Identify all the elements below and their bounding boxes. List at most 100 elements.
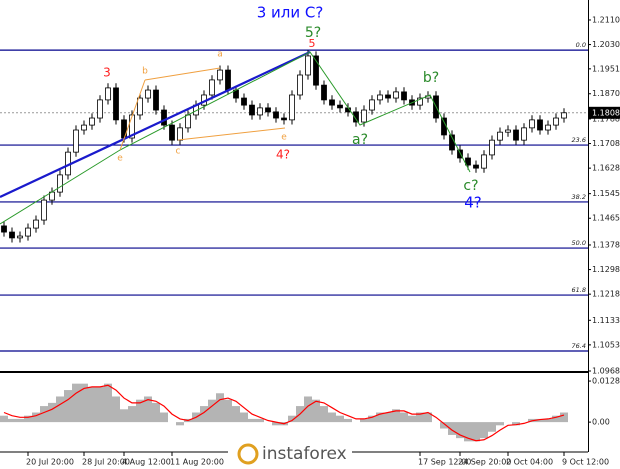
indicator-y-tick-label: 0.01281 xyxy=(592,377,620,386)
candle-body xyxy=(489,139,495,156)
histogram-bar xyxy=(400,412,408,423)
fibonacci-levels: 0.0 23.6 38.2 50.0 61.8 76.4 xyxy=(0,41,588,352)
y-tick-label: 1.1053 xyxy=(592,340,620,349)
histogram-bar xyxy=(152,402,160,423)
candle-body xyxy=(417,97,423,106)
histogram-bar xyxy=(368,415,376,423)
y-tick-label: 1.1870 xyxy=(592,89,620,98)
candle-body xyxy=(97,99,103,119)
histogram-bar xyxy=(360,418,368,423)
y-tick-label: 1.1951 xyxy=(592,64,620,73)
x-tick-label: 9 Oct 12:00 xyxy=(562,458,609,467)
candles xyxy=(1,50,567,243)
candle-body xyxy=(537,119,543,131)
y-tick-label: 1.1133 xyxy=(592,316,620,325)
candle-body xyxy=(89,117,95,126)
candle-body xyxy=(441,117,447,136)
candle-body xyxy=(553,117,559,126)
candle-body xyxy=(169,124,175,141)
histogram-bar xyxy=(392,409,400,423)
histogram-bar xyxy=(240,412,248,423)
histogram-bar xyxy=(48,402,56,423)
y-tick-label: 1.1298 xyxy=(592,265,620,274)
candle-body xyxy=(457,149,463,159)
watermark-text: instaforex xyxy=(262,444,347,464)
fib-label: 61.8 xyxy=(572,286,586,294)
histogram-bar xyxy=(208,399,216,423)
last-price-label: 1.1808 xyxy=(592,108,620,117)
candle-body xyxy=(57,174,63,193)
wave-label: b? xyxy=(423,70,439,86)
candle-body xyxy=(9,231,15,239)
candle-body xyxy=(137,97,143,116)
histogram-bar xyxy=(376,412,384,423)
histogram-bar xyxy=(160,412,168,423)
channel-line xyxy=(144,67,221,81)
histogram-bar xyxy=(176,422,184,426)
candle-body xyxy=(401,91,407,101)
wave-label: a xyxy=(217,50,223,60)
y-tick-label: 1.1788 xyxy=(592,114,620,123)
y-tick-label: 1.1628 xyxy=(592,164,620,173)
candle-body xyxy=(289,94,295,121)
histogram-bar xyxy=(72,383,80,423)
candle-body xyxy=(273,111,279,119)
histogram-bar xyxy=(272,422,280,426)
candle-body xyxy=(241,97,247,106)
wave-line xyxy=(0,51,471,225)
y-tick-label: 1.1378 xyxy=(592,240,620,249)
candle-body xyxy=(281,117,287,121)
histogram-bar xyxy=(448,422,456,435)
histogram-bar xyxy=(536,418,544,423)
candle-body xyxy=(297,74,303,96)
watermark-box: instaforex xyxy=(228,438,352,469)
histogram-bar xyxy=(488,422,496,432)
y-tick-label: 1.1545 xyxy=(592,189,620,198)
watermark-logo xyxy=(237,443,259,465)
histogram-bar xyxy=(320,406,328,423)
histogram-bar xyxy=(112,396,120,423)
histogram-bar xyxy=(416,412,424,423)
candle-body xyxy=(361,109,367,123)
candle-body xyxy=(393,91,399,99)
histogram-bar xyxy=(256,418,264,423)
x-tick-label: 4 Aug 12:00 xyxy=(122,458,171,467)
candle-body xyxy=(369,99,375,111)
histogram-bar xyxy=(128,406,136,423)
candle-body xyxy=(561,112,567,119)
indicator-panel xyxy=(0,383,568,442)
histogram-bar xyxy=(408,415,416,423)
wave-label: 4? xyxy=(464,194,482,212)
histogram-bar xyxy=(472,422,480,442)
x-tick-label: 24 Sep 20:00 xyxy=(458,458,511,467)
histogram-bar xyxy=(80,383,88,423)
candle-body xyxy=(377,94,383,101)
histogram-bar xyxy=(24,415,32,423)
histogram-bar xyxy=(0,415,8,423)
candle-body xyxy=(497,131,503,141)
candle-body xyxy=(177,127,183,141)
last-price-box xyxy=(589,106,620,119)
histogram-bar xyxy=(40,406,48,423)
wave-label: 4? xyxy=(276,148,290,162)
fib-label: 23.6 xyxy=(572,136,586,144)
y-tick-label: 1.2110 xyxy=(592,15,620,24)
histogram-bar xyxy=(312,399,320,423)
histogram-bar xyxy=(88,386,96,423)
candle-body xyxy=(481,154,487,169)
candle-body xyxy=(17,235,23,239)
histogram-bar xyxy=(496,422,504,426)
histogram-bar xyxy=(200,406,208,423)
candle-body xyxy=(161,109,167,126)
histogram-bar xyxy=(440,422,448,429)
indicator-y-tick-label: 0.00 xyxy=(592,418,610,427)
candle-body xyxy=(185,114,191,129)
candle-body xyxy=(313,55,319,86)
wave-label: c xyxy=(176,147,181,157)
histogram-bar xyxy=(136,399,144,423)
histogram-bar xyxy=(552,415,560,423)
histogram-bar xyxy=(480,422,488,439)
histogram-bar xyxy=(304,396,312,423)
channel-line xyxy=(119,79,146,151)
